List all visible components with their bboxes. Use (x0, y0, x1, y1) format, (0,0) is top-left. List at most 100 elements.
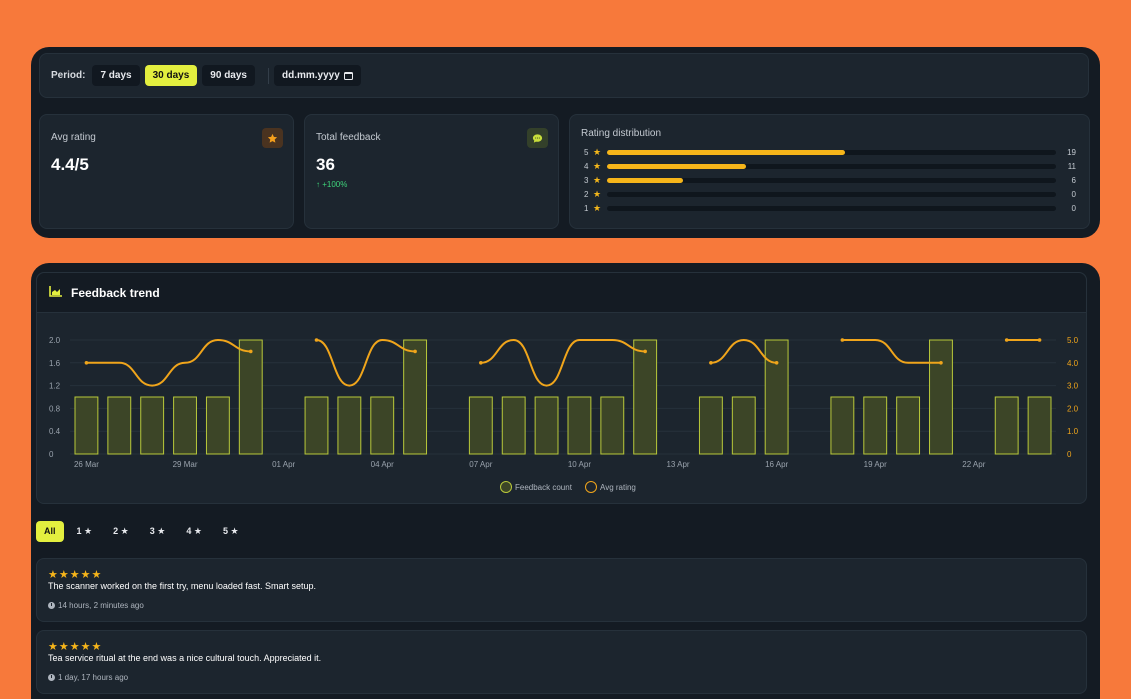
distribution-star-level: 1 (584, 203, 589, 213)
divider (268, 67, 269, 84)
feedback-panel: Feedback trend 0 0 0.4 1.0 0.8 2.0 1.2 3.0 1.6 4.… (31, 263, 1100, 699)
feedback-count-bar (929, 339, 953, 455)
avg-rating-point (709, 361, 713, 365)
star-icon: ★ (593, 174, 602, 185)
feedback-count-bar (468, 396, 493, 455)
filter-4-star-button[interactable]: 4 ★ (178, 521, 210, 542)
feedback-trend-chart: 0 0 0.4 1.0 0.8 2.0 1.2 3.0 1.6 4.0 2.0 5.0 26 Mar 29… (49, 336, 1079, 493)
clock-icon (48, 602, 55, 609)
period-bar: Period: 7 days 30 days 90 days dd.mm.yyy… (39, 53, 1089, 98)
feedback-count-bar (830, 396, 855, 455)
period-30-days-button[interactable]: 30 days (144, 65, 198, 86)
rating-distribution-title: Rating distribution (581, 128, 662, 139)
feedback-count-bar (140, 396, 165, 455)
total-feedback-card: Total feedback 36 ↑ +100% (304, 114, 559, 229)
review-text: The scanner worked on the first try, men… (48, 581, 316, 591)
feedback-count-bar (370, 396, 395, 455)
distribution-track (607, 163, 1056, 169)
star-icon: ★ (84, 526, 93, 536)
star-icon: ★ (193, 526, 202, 536)
review-card: ★★★★★ Tea service ritual at the end was … (36, 630, 1087, 694)
avg-rating-point (939, 361, 943, 365)
review-stars: ★★★★★ (48, 569, 103, 581)
review-time: 1 day, 17 hours ago (48, 673, 128, 682)
feedback-count-bar (74, 396, 99, 455)
avg-rating-point (1037, 338, 1042, 342)
distribution-track (607, 177, 1056, 183)
x-tick-label: 22 Apr (962, 460, 985, 469)
review-time: 14 hours, 2 minutes ago (48, 601, 144, 610)
filter-3-star-button[interactable]: 3 ★ (142, 521, 174, 542)
feedback-count-bar (698, 396, 723, 455)
y-tick-label-right: 1.0 (1067, 427, 1079, 436)
filter-5-star-button[interactable]: 5 ★ (215, 521, 247, 542)
period-label: Period: (51, 70, 86, 81)
distribution-row: 5 ★ 19 (584, 147, 1076, 157)
distribution-track (607, 149, 1056, 155)
review-time-text: 1 day, 17 hours ago (58, 673, 129, 682)
chat-bubble-icon (527, 128, 548, 148)
distribution-count: 6 (1071, 175, 1076, 185)
avg-rating-point (314, 338, 319, 342)
avg-rating-point (413, 349, 417, 354)
y-tick-label-left: 0.4 (49, 427, 61, 436)
feedback-count-bar (304, 396, 329, 455)
filter-label: 1 (76, 526, 82, 536)
area-chart-icon (49, 284, 62, 302)
filter-2-star-button[interactable]: 2 ★ (105, 521, 137, 542)
distribution-count: 0 (1071, 203, 1076, 213)
y-tick-label-left: 1.6 (49, 359, 61, 368)
feedback-count-bar (238, 339, 263, 455)
x-tick-label: 07 Apr (469, 460, 492, 469)
x-tick-label: 10 Apr (568, 460, 591, 469)
avg-rating-line (86, 338, 251, 387)
distribution-row: 1 ★ 0 (584, 203, 1076, 213)
x-tick-label: 04 Apr (371, 460, 394, 469)
filter-1-star-button[interactable]: 1 ★ (69, 521, 101, 542)
avg-rating-line (842, 339, 941, 364)
distribution-star-level: 2 (584, 189, 589, 199)
feedback-count-bar (731, 396, 756, 455)
distribution-fill (607, 163, 747, 169)
rating-distribution-card: Rating distribution 5 ★ 19 4 ★ 11 3 ★ 6 2 ★ 0 1 ★ 0 (569, 114, 1090, 229)
avg-rating-value: 4.4/5 (51, 155, 89, 174)
star-icon: ★ (593, 188, 602, 199)
calendar-icon[interactable] (343, 71, 353, 80)
avg-rating-point (840, 338, 845, 342)
distribution-row: 2 ★ 0 (584, 189, 1076, 199)
distribution-row: 4 ★ 11 (584, 161, 1076, 171)
star-icon: ★ (157, 526, 166, 536)
avg-rating-point (1004, 338, 1009, 342)
avg-rating-title: Avg rating (51, 132, 96, 143)
feedback-count-bar (205, 396, 230, 455)
filter-label: 4 (186, 526, 192, 536)
avg-rating-line (316, 338, 416, 387)
period-90-days-button[interactable]: 90 days (202, 65, 255, 86)
review-card: ★★★★★ The scanner worked on the first tr… (36, 558, 1087, 622)
avg-rating-point (248, 349, 253, 354)
avg-rating-line (480, 338, 646, 387)
period-7-days-button[interactable]: 7 days (92, 65, 140, 86)
y-tick-label-left: 0.8 (49, 404, 61, 413)
y-tick-label-right: 0 (1067, 450, 1072, 459)
date-placeholder: dd.mm.yyyy (282, 70, 340, 81)
feedback-count-bar (534, 396, 559, 455)
filter-all-button[interactable]: All (36, 521, 64, 542)
filter-label: 2 (113, 526, 119, 536)
feedback-count-bar (633, 339, 658, 455)
date-input[interactable]: dd.mm.yyyy (274, 65, 361, 86)
avg-rating-line (710, 338, 777, 364)
feedback-count-bar (107, 396, 132, 455)
y-tick-label-right: 2.0 (1067, 404, 1079, 413)
review-stars: ★★★★★ (48, 641, 103, 653)
x-tick-label: 13 Apr (666, 460, 689, 469)
star-icon: ★ (593, 160, 602, 171)
total-feedback-value: 36 (316, 155, 335, 174)
distribution-count: 19 (1067, 147, 1076, 157)
feedback-count-bar (173, 396, 197, 455)
avg-rating-card: Avg rating 4.4/5 (39, 114, 294, 229)
total-feedback-delta: ↑ +100% (316, 180, 348, 189)
y-tick-label-left: 1.2 (49, 382, 61, 391)
feedback-count-bar (764, 339, 789, 455)
distribution-fill (607, 177, 684, 183)
